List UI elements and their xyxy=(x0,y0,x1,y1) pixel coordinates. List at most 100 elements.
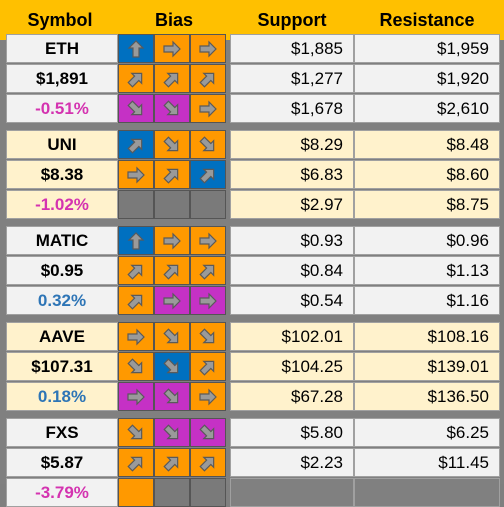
support-cell: $1,678 xyxy=(230,94,354,123)
support-cell: $6.83 xyxy=(230,160,354,189)
bias-cell xyxy=(154,94,190,123)
bias-cell xyxy=(154,160,190,189)
arrow-down-right-icon xyxy=(127,423,143,439)
bias-cell xyxy=(118,448,154,477)
support-cell: $67.28 xyxy=(230,382,354,411)
symbol-cell: ETH xyxy=(6,34,118,63)
support-cell xyxy=(230,478,354,507)
resistance-cell: $1,959 xyxy=(354,34,500,63)
resistance-cell: $139.01 xyxy=(354,352,500,381)
symbol-cell: $0.95 xyxy=(6,256,118,285)
support-cell: $2.97 xyxy=(230,190,354,219)
resistance-cell: $2,610 xyxy=(354,94,500,123)
arrow-down-right-icon xyxy=(127,99,143,115)
bias-cell xyxy=(190,322,226,351)
arrow-right-icon xyxy=(199,40,217,57)
symbol-cell: $5.87 xyxy=(6,448,118,477)
arrow-down-right-icon xyxy=(127,357,143,373)
resistance-cell: $1.13 xyxy=(354,256,500,285)
bias-cell xyxy=(154,478,190,507)
bias-cell xyxy=(118,418,154,447)
bias-cell xyxy=(190,226,226,255)
symbol-cell: $1,891 xyxy=(6,64,118,93)
bias-cell xyxy=(190,190,226,219)
table-header: Symbol Bias Support Resistance xyxy=(0,0,504,40)
arrow-up-right-icon xyxy=(199,168,215,184)
arrow-up-right-icon xyxy=(127,456,143,472)
bias-cell xyxy=(154,418,190,447)
bias-cell xyxy=(154,352,190,381)
bias-cell xyxy=(190,478,226,507)
bias-cell xyxy=(154,256,190,285)
table-row: -0.51% $1,678 $2,610 xyxy=(0,94,504,123)
arrow-right-icon xyxy=(199,100,217,117)
resistance-cell xyxy=(354,478,500,507)
arrow-up-right-icon xyxy=(199,264,215,280)
bias-cell xyxy=(118,160,154,189)
bias-cell xyxy=(154,322,190,351)
bias-cell xyxy=(190,418,226,447)
bias-cell xyxy=(118,256,154,285)
arrow-down-right-icon xyxy=(163,387,179,403)
header-bias: Bias xyxy=(154,10,194,30)
support-cell: $0.93 xyxy=(230,226,354,255)
table-row: ETH $1,885 $1,959 xyxy=(0,34,504,63)
symbol-cell: $107.31 xyxy=(6,352,118,381)
table-row: $1,891 $1,277 $1,920 xyxy=(0,64,504,93)
arrow-right-icon xyxy=(199,388,217,405)
arrow-right-icon xyxy=(127,166,145,183)
symbol-cell: FXS xyxy=(6,418,118,447)
support-cell: $0.84 xyxy=(230,256,354,285)
symbol-cell: MATIC xyxy=(6,226,118,255)
arrow-up-right-icon xyxy=(127,138,143,154)
support-cell: $5.80 xyxy=(230,418,354,447)
arrow-right-icon xyxy=(163,232,181,249)
support-cell: $1,277 xyxy=(230,64,354,93)
symbol-cell: 0.32% xyxy=(6,286,118,315)
bias-cell xyxy=(154,226,190,255)
arrow-right-icon xyxy=(127,388,145,405)
arrow-up-right-icon xyxy=(163,264,179,280)
bias-cell xyxy=(190,130,226,159)
resistance-cell: $108.16 xyxy=(354,322,500,351)
arrow-down-right-icon xyxy=(163,135,179,151)
symbol-cell: -3.79% xyxy=(6,478,118,507)
arrow-up-right-icon xyxy=(163,72,179,88)
support-cell: $1,885 xyxy=(230,34,354,63)
table-row: -3.79% xyxy=(0,478,504,507)
arrow-up-right-icon xyxy=(163,168,179,184)
arrow-down-right-icon xyxy=(199,135,215,151)
symbol-cell: $8.38 xyxy=(6,160,118,189)
resistance-cell: $1.16 xyxy=(354,286,500,315)
resistance-cell: $136.50 xyxy=(354,382,500,411)
bias-cell xyxy=(118,478,154,507)
arrow-down-right-icon xyxy=(199,327,215,343)
resistance-cell: $1,920 xyxy=(354,64,500,93)
support-cell: $8.29 xyxy=(230,130,354,159)
arrow-down-right-icon xyxy=(199,423,215,439)
bias-cell xyxy=(190,160,226,189)
table-row: AAVE $102.01 $108.16 xyxy=(0,322,504,351)
support-cell: $104.25 xyxy=(230,352,354,381)
bias-cell xyxy=(190,352,226,381)
bias-cell xyxy=(118,130,154,159)
arrow-right-icon xyxy=(199,292,217,309)
arrow-up-icon xyxy=(127,39,145,58)
bias-cell xyxy=(190,64,226,93)
bias-cell xyxy=(118,352,154,381)
table-row: MATIC $0.93 $0.96 xyxy=(0,226,504,255)
arrow-up-right-icon xyxy=(199,72,215,88)
symbol-cell: -0.51% xyxy=(6,94,118,123)
bias-cell xyxy=(154,448,190,477)
bias-cell xyxy=(154,382,190,411)
bias-cell xyxy=(190,382,226,411)
header-resistance: Resistance xyxy=(379,10,475,30)
arrow-up-icon xyxy=(127,231,145,250)
bias-cell xyxy=(190,448,226,477)
arrow-up-right-icon xyxy=(127,72,143,88)
arrow-down-right-icon xyxy=(163,357,179,373)
arrow-up-right-icon xyxy=(127,264,143,280)
support-cell: $0.54 xyxy=(230,286,354,315)
resistance-cell: $0.96 xyxy=(354,226,500,255)
